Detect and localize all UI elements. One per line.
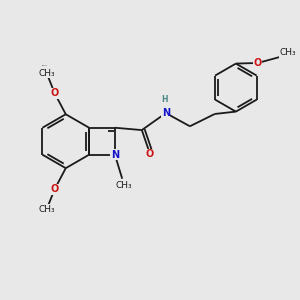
Text: CH₃: CH₃ [116,181,132,190]
Text: O: O [50,184,59,194]
Text: N: N [162,108,170,118]
Text: O: O [146,149,154,159]
Text: CH₃: CH₃ [38,69,55,78]
Text: methoxy: methoxy [42,64,48,66]
Text: N: N [111,150,119,160]
Text: CH₃: CH₃ [280,48,296,57]
Text: H: H [161,95,168,104]
Text: O: O [254,58,262,68]
Text: O: O [50,88,59,98]
Text: CH₃: CH₃ [38,205,55,214]
